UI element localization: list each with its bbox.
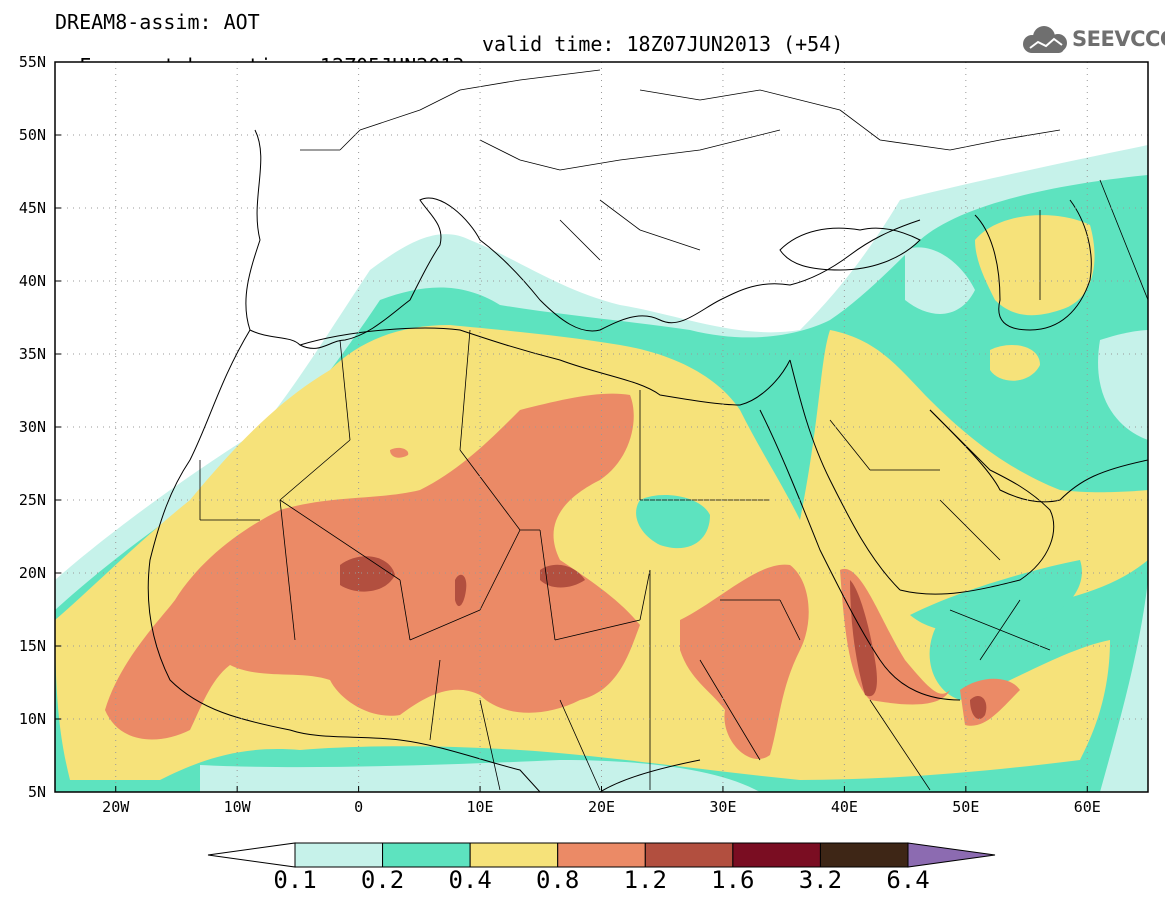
aot-1.2-region [340,556,395,592]
colorbar-box [382,842,471,868]
colorbar-label: 0.2 [360,866,405,894]
colorbar-label: 1.2 [623,866,667,894]
lon-tick-label: 60E [1073,798,1101,816]
lat-tick-label: 5N [27,783,46,801]
red-sea [759,359,961,701]
lon-tick-label: 40E [830,798,858,816]
lon-tick-label: 10W [223,798,251,816]
lon-tick-label: 20E [587,798,616,816]
colorbar-label: 0.8 [536,866,580,894]
lat-tick-label: 50N [18,126,46,144]
colorbar-box [557,842,646,868]
europe-borders [300,69,1148,301]
colorbar-box [732,842,821,868]
colorbar-box [819,842,909,868]
logo-text: SEEVCCC [1072,27,1165,51]
lat-tick-label: 55N [18,53,46,71]
lat-tick-label: 30N [18,418,46,436]
title-line-1: DREAM8-assim: AOT [55,10,260,34]
colorbar-label: 0.4 [448,866,492,894]
valid-time: valid time: 18Z07JUN2013 (+54) [482,32,844,56]
lat-tick-label: 35N [18,345,46,363]
cloud-icon [1023,26,1067,53]
lat-tick-label: 40N [18,272,46,290]
colorbar-label: 0.1 [273,866,317,894]
lon-tick-label: 10E [466,798,494,816]
colorbar-box [294,842,384,868]
colorbar-box [469,842,559,868]
lat-tick-label: 45N [18,199,46,217]
colorbar-box [644,842,734,868]
lon-tick-label: 50E [952,798,980,816]
black-sea [779,227,921,271]
arabian-coast [899,409,1055,595]
lat-tick-label: 25N [18,491,46,509]
lat-tick-label: 20N [18,564,46,582]
coastline [245,129,921,349]
lat-tick-label: 15N [18,637,46,655]
borders [199,329,1051,791]
africa-coast [147,329,701,792]
caspian [974,199,1092,331]
colorbar-max-arrow [907,842,996,868]
persian-gulf [929,409,1148,503]
colorbar-label: 1.6 [711,866,755,894]
grid [55,62,1148,792]
colorbar-min-arrow [207,842,296,868]
colorbar-label: 6.4 [886,866,930,894]
lon-tick-label: 0 [354,798,364,816]
med-south-coast [299,327,791,406]
colorbar-label: 3.2 [798,866,843,894]
lat-tick-label: 10N [18,710,46,728]
lon-tick-label: 30E [709,798,737,816]
lon-tick-label: 20W [102,798,130,816]
